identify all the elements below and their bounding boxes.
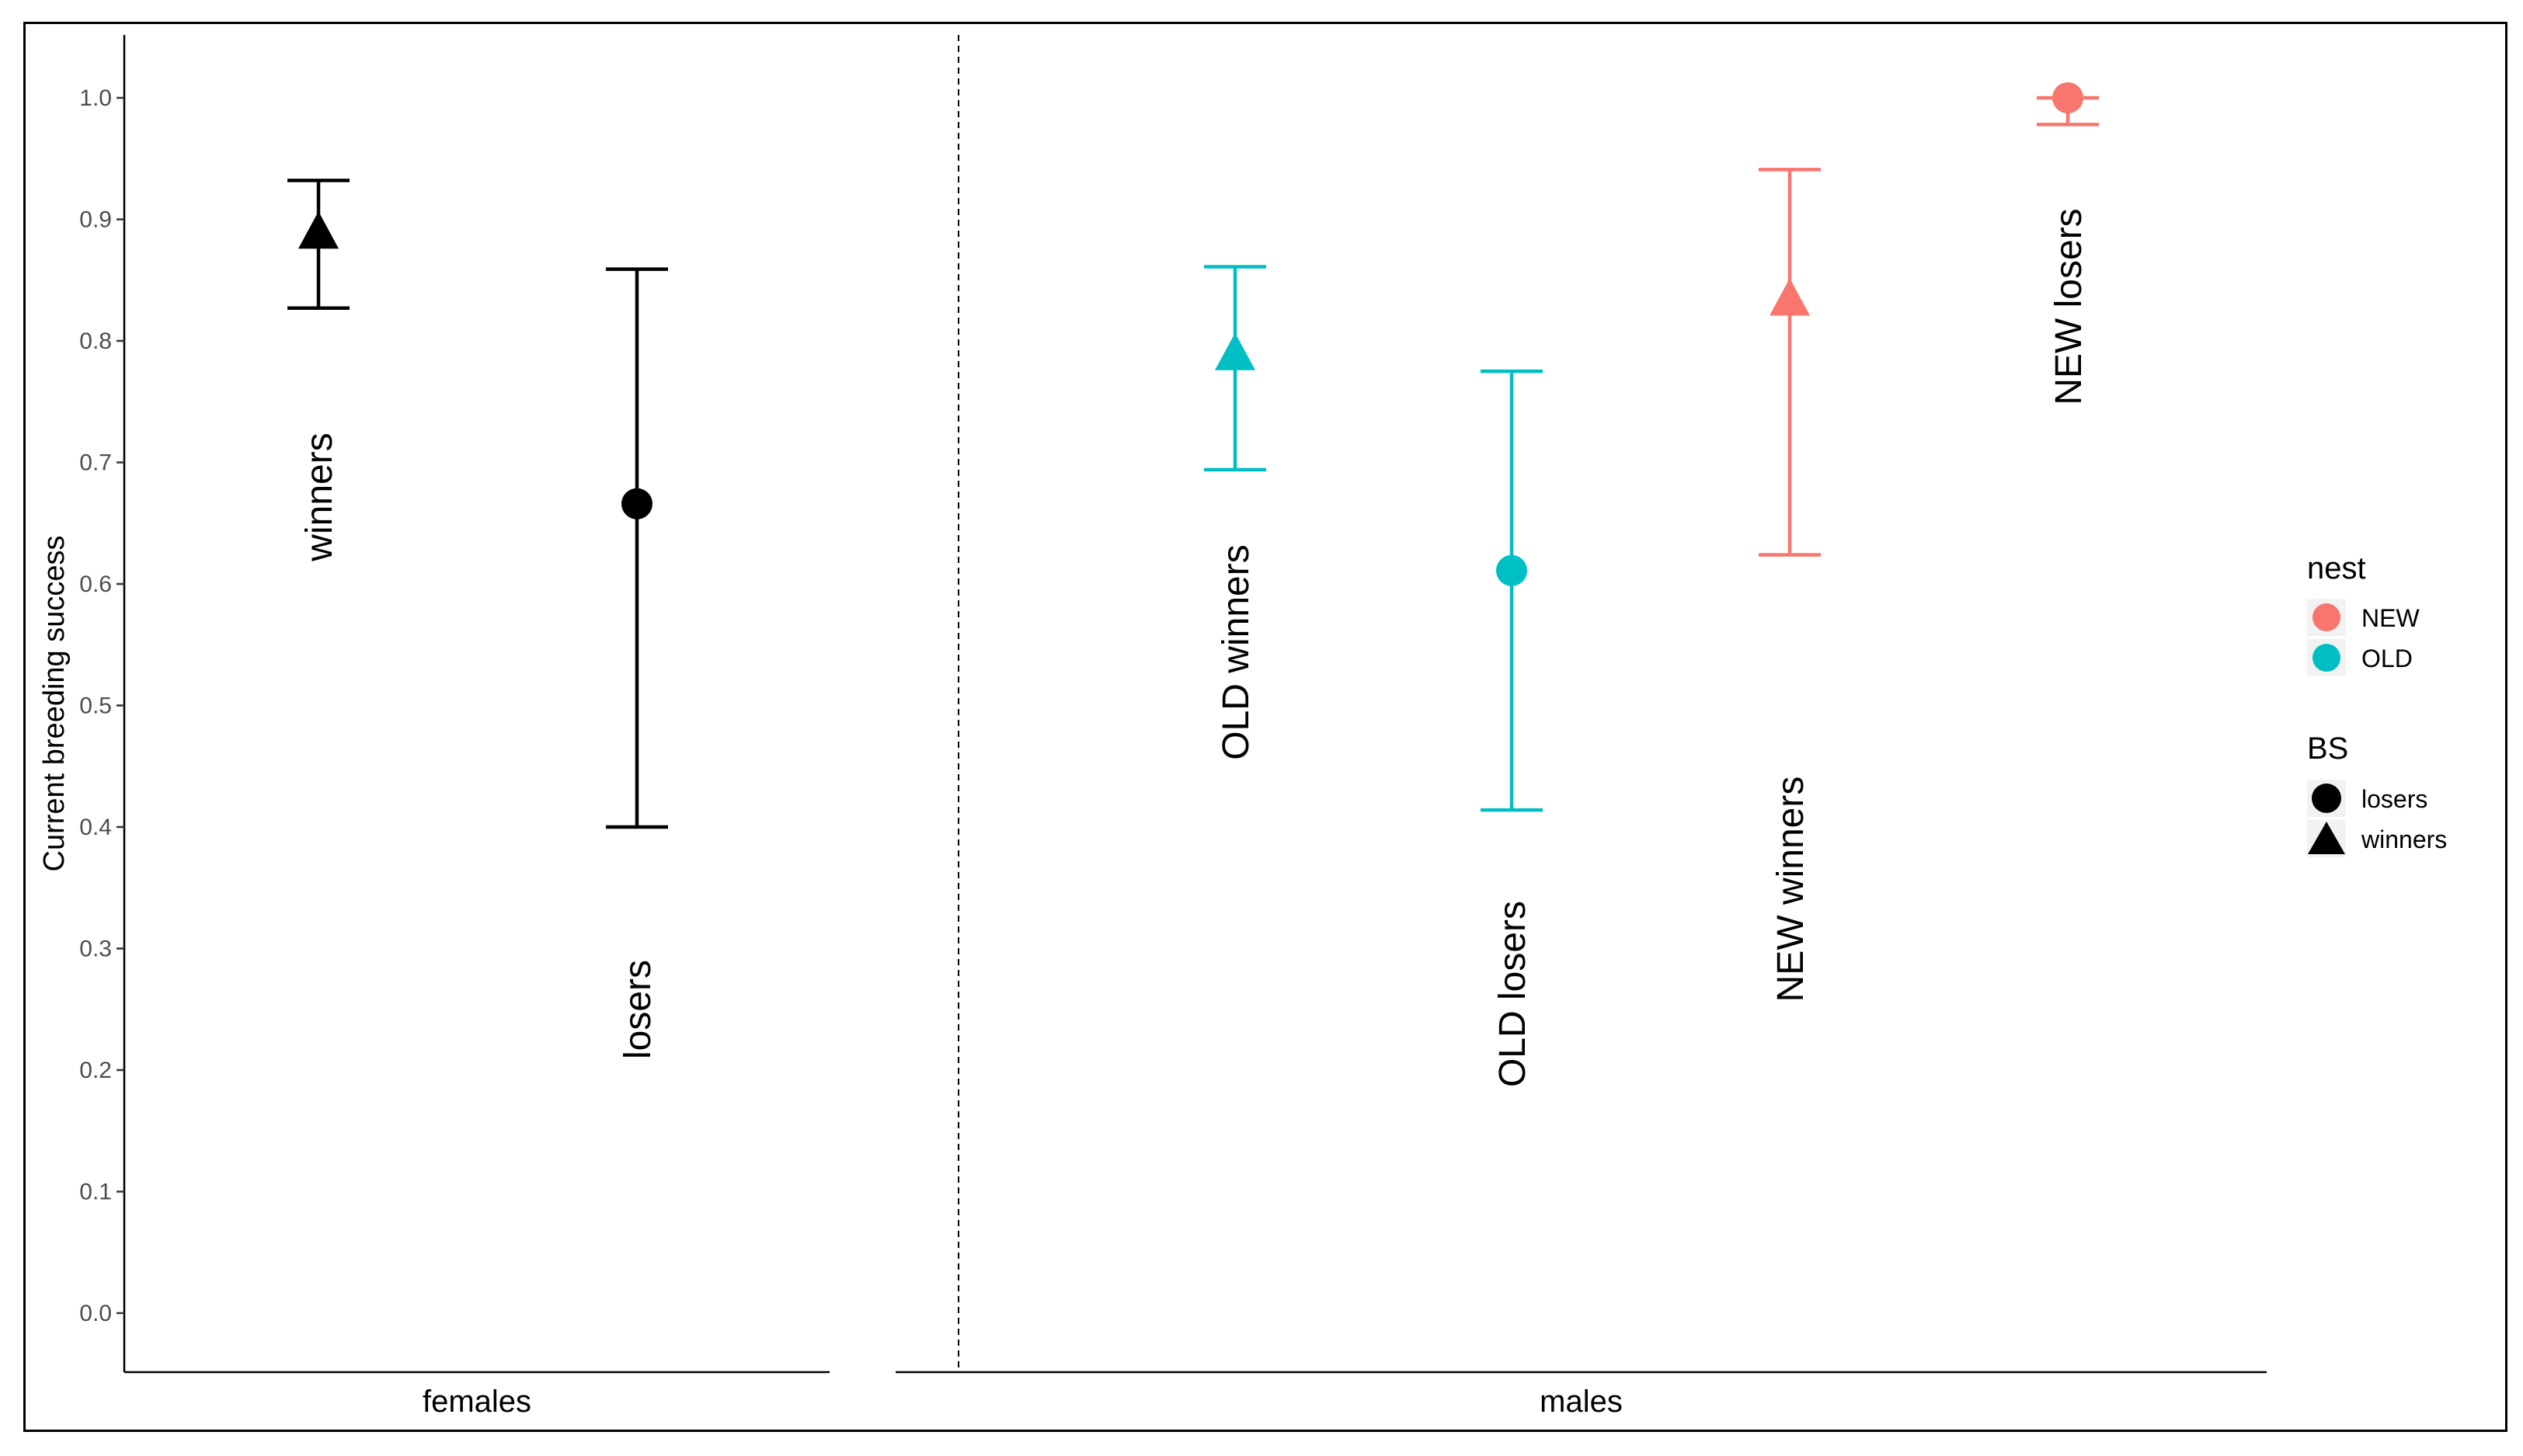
point-group-males-old-winners: OLD winners <box>1204 265 1266 760</box>
point-label: NEW winners <box>1770 777 1811 1003</box>
legend-label: losers <box>2361 785 2427 813</box>
legend-key-bs-losers <box>2312 784 2341 813</box>
y-axis: 0.0 0.1 0.2 0.3 0.4 0.5 0.6 0.7 0.8 0.9 1.0 Current… <box>38 35 126 1372</box>
y-tick-label: 0.0 <box>79 1301 112 1326</box>
point-label: OLD losers <box>1492 901 1533 1087</box>
point-label: NEW losers <box>2048 208 2090 405</box>
y-tick-label: 0.8 <box>79 328 112 354</box>
y-tick-label: 1.0 <box>79 85 112 111</box>
legend-key-nest-new <box>2312 603 2340 631</box>
figure-frame <box>23 22 2507 1432</box>
point-label: losers <box>618 960 659 1059</box>
y-axis-label: Current breeding success <box>38 536 71 872</box>
point-group-males-new-losers: NEW losers <box>2037 82 2099 405</box>
point-label: winners <box>299 433 340 561</box>
point-marker-circle <box>1496 554 1527 586</box>
facet-label-females: females <box>423 1385 531 1419</box>
point-group-males-old-losers: OLD losers <box>1481 369 1543 1087</box>
legend-key-nest-old <box>2312 644 2340 672</box>
y-tick-label: 0.4 <box>79 815 112 840</box>
point-marker-triangle <box>1215 332 1255 370</box>
legend-key-bs-winners <box>2308 822 2345 854</box>
point-group-females-losers: losers <box>606 267 668 1059</box>
facet-label-males: males <box>1540 1385 1623 1419</box>
point-marker-circle <box>621 488 652 520</box>
point-marker-circle <box>2052 82 2083 113</box>
y-tick-label: 0.9 <box>79 207 112 233</box>
legend-title-bs: BS <box>2307 731 2348 766</box>
legend-label: OLD <box>2361 645 2413 672</box>
legend-label: winners <box>2361 825 2447 853</box>
y-tick-label: 0.6 <box>79 572 112 597</box>
legend: nest NEW OLD BS losers winners <box>2307 551 2447 857</box>
chart-marks: winners losers OLD winners OLD losers NEW wi… <box>287 82 2099 1087</box>
legend-label: NEW <box>2361 604 2420 632</box>
point-group-males-new-winners: NEW winners <box>1759 168 1821 1003</box>
point-marker-triangle <box>298 211 339 249</box>
point-marker-triangle <box>1770 278 1810 316</box>
legend-title-nest: nest <box>2307 551 2366 586</box>
point-label: OLD winners <box>1216 544 1257 759</box>
y-tick-label: 0.1 <box>79 1180 112 1205</box>
y-tick-label: 0.3 <box>79 936 112 962</box>
point-group-females-winners: winners <box>287 179 350 562</box>
y-tick-label: 0.7 <box>79 450 112 476</box>
y-tick-label: 0.2 <box>79 1058 112 1083</box>
y-tick-label: 0.5 <box>79 693 112 719</box>
facet-axes: females males <box>124 35 2267 1419</box>
